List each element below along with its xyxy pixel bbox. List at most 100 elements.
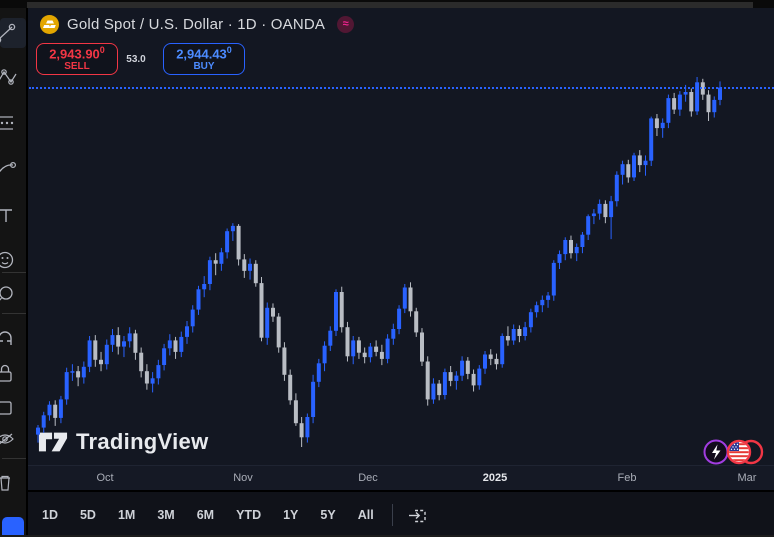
candle-up [511,324,516,345]
candle-up [41,411,46,433]
delayed-data-badge[interactable]: ≈ [337,15,355,33]
magnet-tool-icon [0,331,12,345]
candle-down [637,150,642,173]
candle-up [248,258,252,280]
lock-all-drawings-tool[interactable] [0,358,26,388]
candle-down [345,321,350,362]
candle-up [81,361,86,384]
candle-up [677,91,682,116]
us-flag-icon[interactable] [726,439,752,465]
symbol-title[interactable]: Gold Spot / U.S. Dollar · 1D · OANDA [67,15,326,33]
candle-up [202,276,207,298]
candle-up [150,372,155,393]
candle-up [36,425,40,443]
tradingview-logo-icon [38,432,68,452]
lightning-icon[interactable] [703,439,729,465]
brush-tool[interactable] [0,154,26,184]
text-tool-icon [0,209,12,222]
candle-up [609,195,614,240]
candle-up [528,308,533,333]
range-button-1d[interactable]: 1D [42,507,58,522]
text-tool[interactable] [0,200,26,230]
candle-down [689,88,694,117]
candle-up [110,329,115,352]
hide-all-drawings-tool[interactable] [0,424,26,454]
candle-down [505,326,510,346]
trade-buttons-row: 2,943.900 SELL 53.0 2,944.430 BUY [27,42,245,76]
zoom-tool-icon [0,286,13,301]
sell-button[interactable]: 2,943.900 SELL [36,43,118,75]
candle-up [397,305,402,335]
spread-value: 53.0 [126,53,146,65]
candle-down [356,336,361,359]
candle-down [517,325,522,343]
magnet-tool[interactable] [0,324,26,354]
candle-up [586,214,591,240]
candle-down [144,364,149,390]
candle-up [540,295,545,313]
candle-up [328,326,333,351]
axis-label-oct: Oct [96,472,114,484]
candle-up [454,371,459,390]
range-button-3m[interactable]: 3M [157,507,175,522]
go-to-date-button[interactable] [401,500,435,530]
candle-down [465,357,470,380]
candle-down [276,313,281,353]
candle-up [632,152,636,181]
emoji-tool[interactable] [0,245,26,275]
brush-tool-icon [0,161,17,173]
fib-retracement-tool[interactable] [0,108,26,138]
lock-all-drawings-tool-icon [0,364,12,382]
candle-down [116,327,121,355]
candle-up [534,301,539,318]
candle-up [127,327,132,348]
candle-down [569,235,573,259]
range-button-1y[interactable]: 1Y [283,507,299,522]
candle-up [70,364,75,381]
range-button-ytd[interactable]: YTD [236,507,262,522]
remove-objects-tool[interactable] [0,392,26,422]
symbol-header: Gold Spot / U.S. Dollar · 1D · OANDA ≈ [27,8,774,40]
candle-up [207,256,212,291]
toolbar-divider [391,503,393,526]
candle-down [379,344,384,366]
candle-up [551,260,556,301]
axis-label-dec: Dec [358,472,378,484]
candle-up [47,401,52,421]
range-button-6m[interactable]: 6M [196,507,215,522]
candle-down [99,351,103,372]
candle-up [391,323,396,345]
toolbar-divider [2,313,26,314]
candle-up [431,378,436,404]
time-axis[interactable]: Oct Nov Dec 2025 Feb Mar [27,465,774,490]
range-button-5y[interactable]: 5Y [320,507,336,522]
axis-label-nov: Nov [233,472,253,484]
range-toolbar: 1D 5D 1M 3M 6M YTD 1Y 5Y All [27,490,774,537]
candle-down [494,353,499,370]
candle-down [626,159,631,183]
window-bottom-edge [0,535,774,537]
range-button-5d[interactable]: 5D [79,507,96,522]
range-button-all[interactable]: All [357,507,374,522]
sidebar-bottom-button[interactable] [2,517,24,537]
candle-up [334,289,338,336]
zoom-tool[interactable] [0,280,26,310]
candle-up [666,94,671,129]
candle-up [591,209,596,225]
candle-down [133,329,138,360]
range-button-1m[interactable]: 1M [117,507,136,522]
candle-up [368,343,373,363]
watermark-text: TradingView [76,429,209,454]
buy-price-sup: 0 [226,44,232,55]
delete-drawings-tool[interactable] [0,467,26,497]
buy-button[interactable]: 2,944.430 BUY [163,43,245,75]
calendar-arrow-icon [408,509,426,522]
remove-objects-tool-icon [0,401,12,415]
trend-line-tool[interactable] [0,18,26,48]
candle-up [311,374,316,424]
candle-up [316,358,321,388]
candle-up [695,77,700,115]
xabcd-pattern-tool[interactable] [0,63,26,93]
candle-down [339,286,344,333]
